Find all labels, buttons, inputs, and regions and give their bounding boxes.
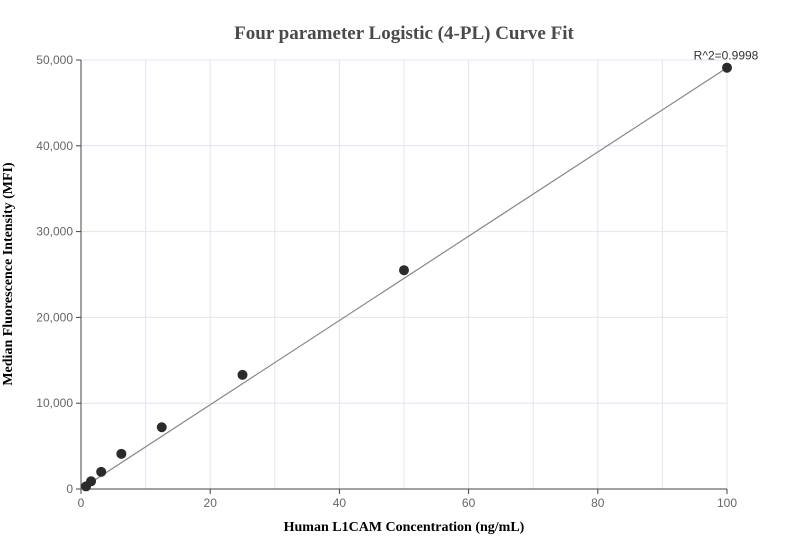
y-axis-title: Median Fluorescence Intensity (MFI) bbox=[1, 162, 16, 386]
data-point bbox=[722, 62, 732, 73]
data-points bbox=[81, 62, 732, 492]
chart-title: Four parameter Logistic (4-PL) Curve Fit bbox=[234, 23, 574, 44]
x-tick-label: 20 bbox=[204, 496, 218, 510]
y-tick-label: 40,000 bbox=[36, 139, 73, 153]
data-point bbox=[96, 466, 107, 477]
fit-curve-layer bbox=[80, 67, 728, 490]
x-axis-title: Human L1CAM Concentration (ng/mL) bbox=[284, 520, 525, 535]
axes: 0 20 40 60 80 100 0 10,000 20,000 30,000 40,000 50,… bbox=[36, 53, 737, 510]
y-tick-label: 30,000 bbox=[36, 225, 73, 239]
y-tick-label: 0 bbox=[66, 482, 73, 496]
data-point bbox=[237, 369, 248, 380]
x-tick-label: 80 bbox=[591, 496, 605, 510]
r-squared-annotation: R^2=0.9998 bbox=[694, 49, 759, 63]
data-point bbox=[86, 476, 97, 487]
x-tick-label: 60 bbox=[462, 496, 476, 510]
x-tick-label: 100 bbox=[717, 496, 737, 510]
y-tick-label: 50,000 bbox=[36, 53, 73, 67]
data-point bbox=[156, 422, 167, 433]
data-point bbox=[399, 265, 409, 276]
data-point bbox=[116, 448, 127, 459]
x-tick-label: 0 bbox=[78, 496, 85, 510]
y-tick-label: 10,000 bbox=[36, 396, 73, 410]
x-tick-label: 40 bbox=[333, 496, 347, 510]
fit-curve bbox=[80, 67, 728, 490]
y-tick-label: 20,000 bbox=[36, 310, 73, 324]
